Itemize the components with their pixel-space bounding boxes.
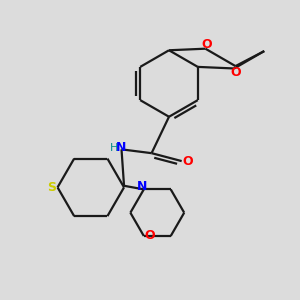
Text: O: O [230, 66, 241, 79]
Text: H: H [110, 143, 118, 153]
Text: O: O [144, 230, 155, 242]
Text: S: S [47, 181, 56, 194]
Text: O: O [202, 38, 212, 51]
Text: N: N [137, 180, 147, 193]
Text: N: N [116, 141, 127, 154]
Text: O: O [182, 154, 193, 168]
